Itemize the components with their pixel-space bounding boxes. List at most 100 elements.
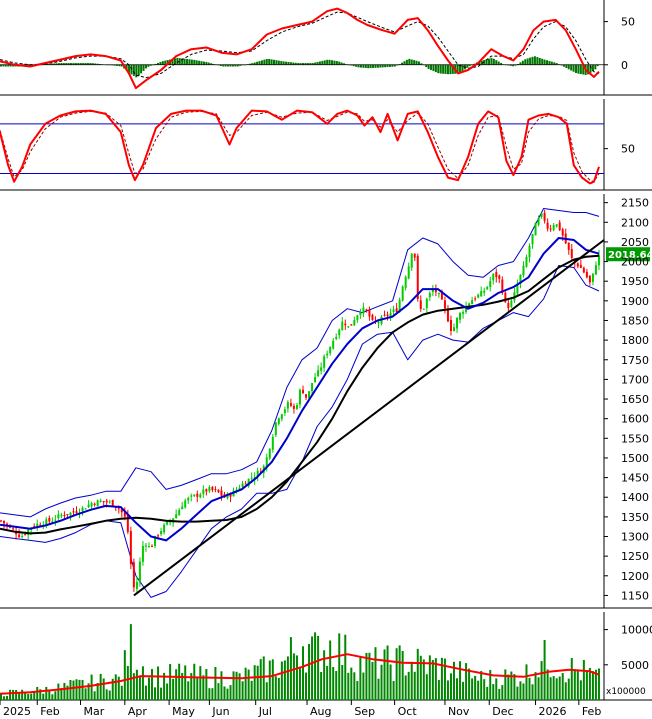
macd-histogram-bar: [459, 64, 462, 73]
bollinger-upper-band: [0, 208, 600, 518]
candle-body: [365, 309, 368, 311]
candle-body: [256, 470, 259, 476]
candle-body: [528, 245, 531, 258]
candle-body: [480, 291, 483, 297]
volume-bar: [477, 680, 480, 700]
macd-histogram-bar: [393, 64, 396, 67]
y-tick-label: 1200: [621, 570, 649, 583]
candle-body: [241, 483, 244, 488]
volume-bar: [570, 658, 573, 700]
macd-signal-line: [0, 11, 600, 79]
volume-bar: [468, 668, 471, 700]
macd-histogram-bar: [248, 63, 251, 65]
macd-histogram-bar: [173, 58, 176, 65]
candle-body: [489, 281, 492, 288]
candle-body: [202, 489, 205, 495]
candle-body: [141, 545, 144, 562]
macd-histogram-bar: [280, 61, 283, 65]
x-tick-label: Aug: [310, 705, 331, 718]
volume-bar: [401, 650, 404, 700]
candle-body: [190, 495, 193, 497]
macd-histogram-bar: [285, 61, 288, 65]
candle-body: [302, 389, 304, 394]
macd-histogram-bar: [273, 59, 276, 65]
candle-body: [298, 389, 301, 405]
macd-histogram-bar: [292, 62, 295, 65]
y-tick-label: 1250: [621, 550, 649, 563]
volume-bar: [540, 661, 543, 700]
volume-bar: [579, 680, 582, 700]
volume-bar: [199, 666, 202, 700]
macd-histogram-bar: [120, 64, 123, 67]
volume-bar: [169, 664, 172, 700]
candle-body: [39, 524, 42, 526]
candle-body: [96, 500, 99, 507]
candle-body: [283, 409, 286, 414]
x-tick-label: Mar: [84, 705, 105, 718]
volume-bar: [573, 669, 576, 700]
macd-histogram-bar: [587, 64, 590, 75]
candle-body: [462, 312, 465, 314]
candle-body: [250, 477, 253, 479]
macd-histogram-bar: [417, 61, 420, 65]
volume-bar: [163, 672, 166, 700]
candle-body: [3, 520, 6, 524]
volume-bar: [347, 672, 350, 700]
macd-histogram-bar: [311, 63, 314, 65]
macd-histogram-bar: [529, 57, 532, 65]
macd-histogram-bar: [543, 59, 546, 65]
macd-histogram-bar: [186, 58, 189, 65]
volume-bar: [386, 645, 389, 700]
volume-bar: [591, 671, 594, 700]
macd-histogram-bar: [166, 60, 169, 65]
volume-bar: [223, 686, 226, 700]
candle-body: [175, 514, 178, 519]
macd-histogram-bar: [2, 64, 5, 67]
candle-body: [265, 457, 268, 468]
candle-body: [205, 489, 208, 492]
candle-body: [280, 414, 283, 420]
volume-bar: [211, 688, 214, 700]
y-tick-label: 2100: [621, 216, 649, 229]
candle-body: [6, 523, 9, 526]
macd-histogram-bar: [384, 64, 387, 68]
volume-bar: [516, 686, 519, 700]
candle-body: [431, 289, 434, 293]
volume-bar: [555, 678, 558, 700]
volume-bar: [323, 650, 326, 700]
volume-bar: [528, 677, 531, 700]
candle-body: [428, 293, 431, 298]
y-tick-label: 1150: [621, 589, 649, 602]
volume-bar: [166, 683, 169, 700]
candle-body: [33, 525, 36, 527]
candle-body: [81, 507, 84, 511]
panel-frames: [0, 0, 652, 701]
volume-bar: [305, 672, 308, 700]
volume-bar: [141, 666, 144, 700]
macd-histogram-bar: [57, 63, 60, 65]
volume-bar: [383, 649, 386, 700]
volume-bar: [392, 681, 395, 700]
candle-body: [440, 291, 443, 300]
volume-bar: [480, 671, 483, 700]
macd-histogram-bar: [546, 60, 549, 65]
candle-body: [522, 265, 525, 276]
macd-histogram-bar: [444, 64, 447, 74]
macd-histogram-bar: [562, 64, 565, 67]
candle-body: [24, 534, 27, 536]
volume-bar: [456, 678, 459, 700]
macd-histogram-bar: [488, 58, 491, 65]
support-trendline: [133, 239, 605, 597]
volume-bar: [18, 693, 21, 700]
y-tick-label: 2150: [621, 197, 649, 210]
volume-bar: [238, 673, 241, 700]
macd-histogram-bar: [521, 60, 524, 65]
candle-body: [289, 403, 292, 406]
candle-body: [105, 500, 108, 503]
volume-bar: [549, 677, 552, 700]
volume-bar: [582, 659, 585, 700]
volume-bar: [172, 678, 175, 700]
macd-histogram-bar: [343, 63, 346, 65]
volume-bar: [84, 688, 87, 700]
candle-body: [292, 406, 295, 409]
